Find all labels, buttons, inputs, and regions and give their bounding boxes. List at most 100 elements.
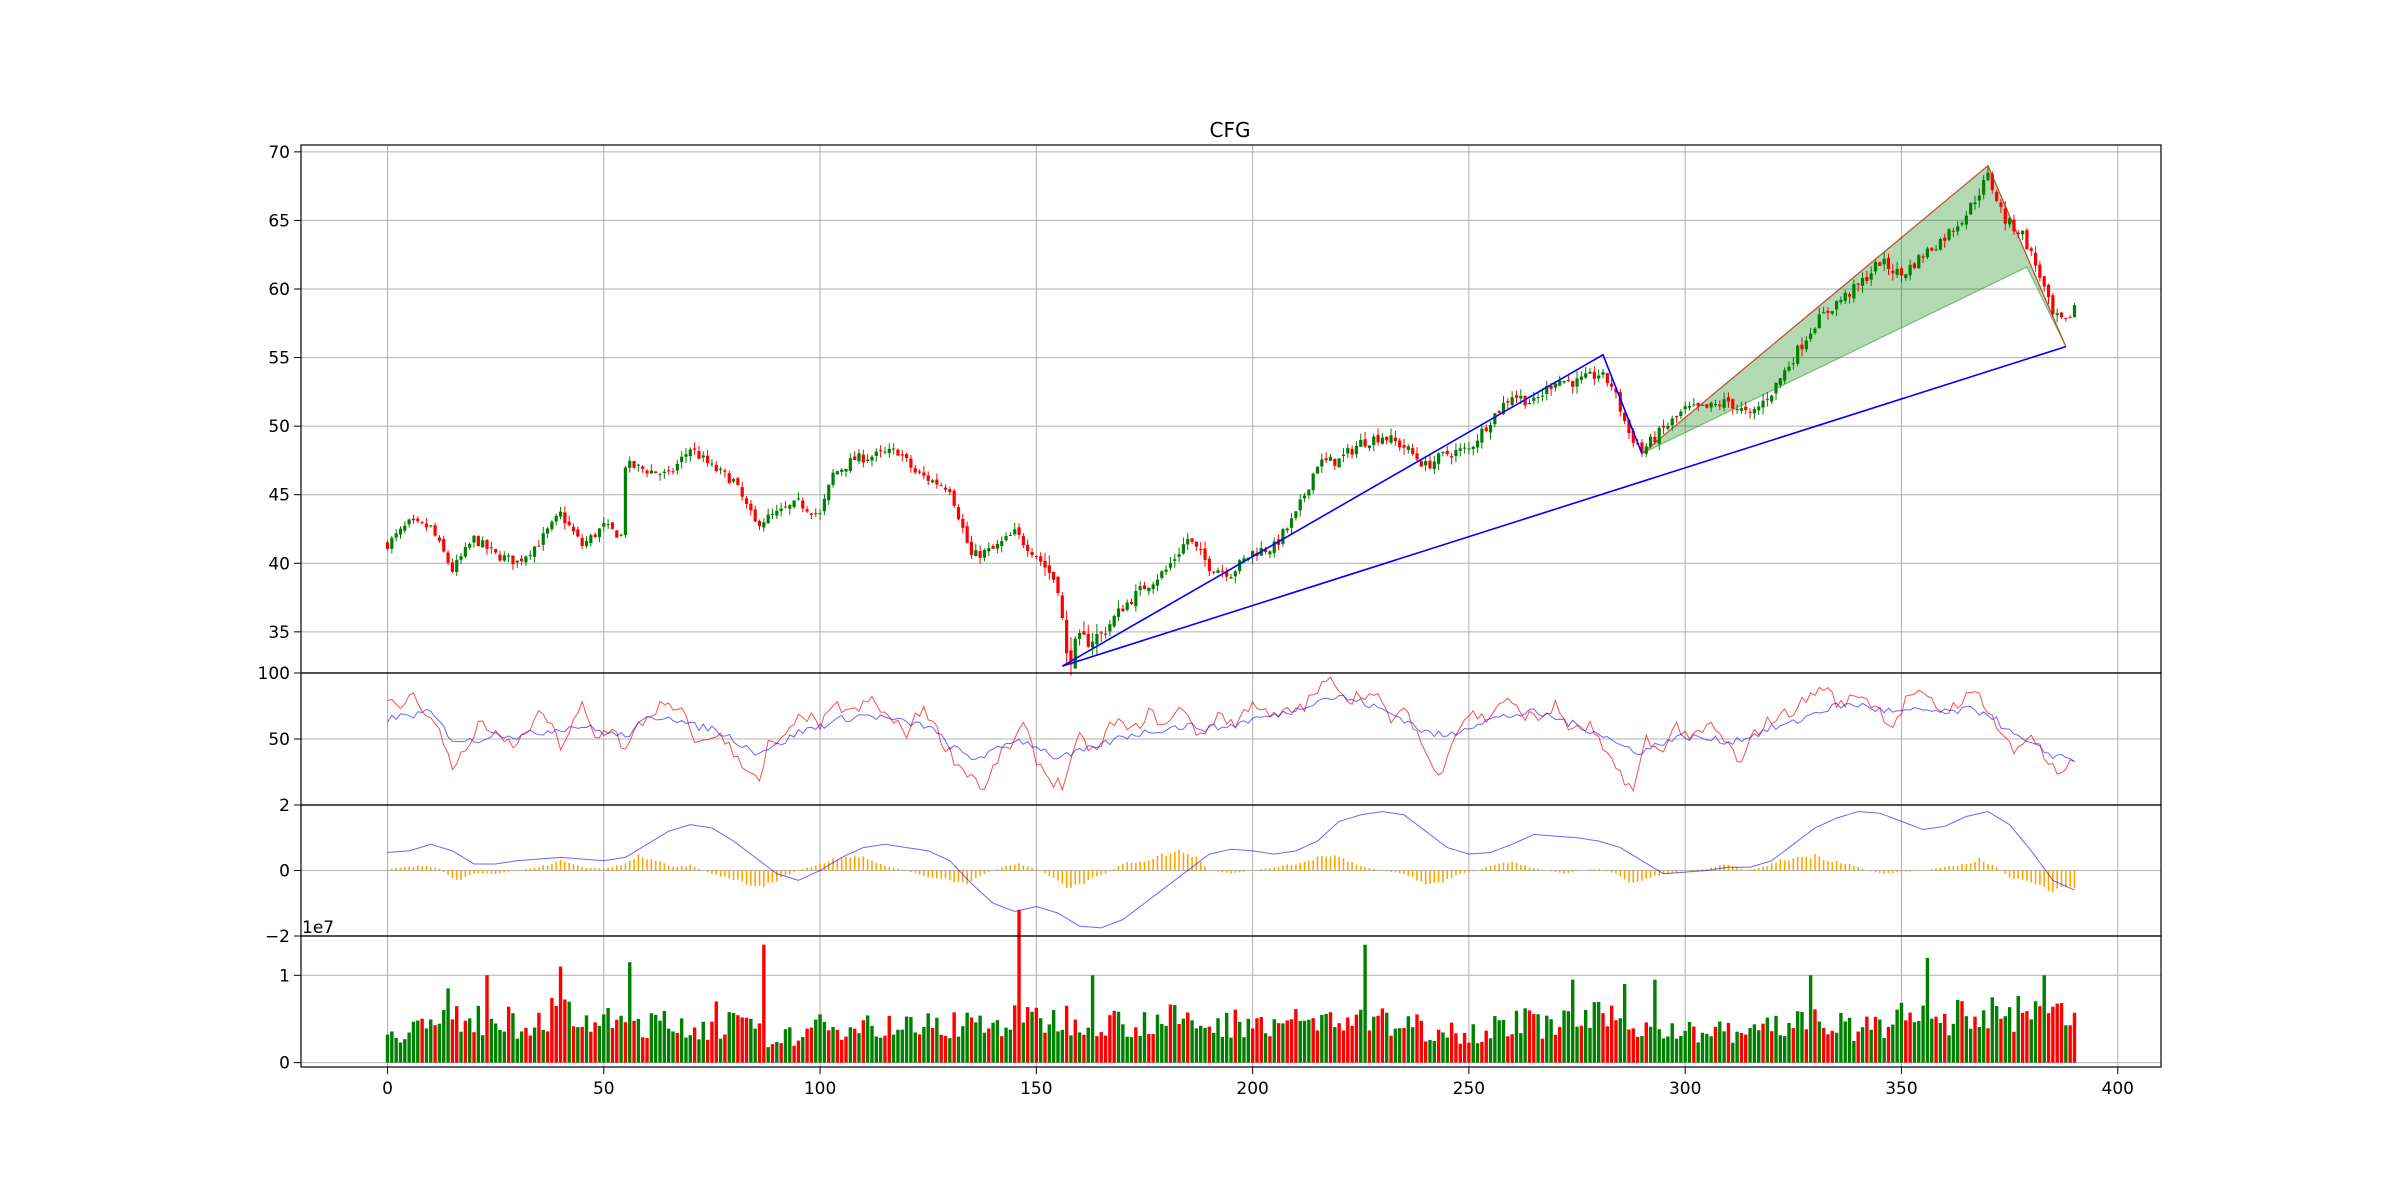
volume-bar <box>1147 1034 1151 1063</box>
candlestick <box>1333 458 1337 471</box>
volume-bar <box>1726 1022 1731 1063</box>
volume-bar <box>385 1034 390 1063</box>
volume-bar <box>1692 1026 1696 1063</box>
volume-bar <box>705 1039 710 1063</box>
candle-body <box>1065 619 1069 654</box>
candlestick <box>645 468 649 478</box>
candle-body <box>2020 230 2025 235</box>
candle-body <box>1705 404 1709 408</box>
volume-bar <box>2068 1025 2072 1063</box>
volume-bar <box>1242 1037 1246 1063</box>
volume-bar <box>1873 1016 1878 1063</box>
volume-bar <box>1211 1032 1216 1063</box>
volume-bar <box>952 1012 956 1063</box>
candlestick <box>1389 428 1393 445</box>
candlestick <box>628 456 632 473</box>
candlestick <box>1350 445 1354 459</box>
candle-body <box>1432 461 1436 470</box>
panel-frame-volume <box>300 935 2162 1068</box>
candlestick <box>1004 532 1008 542</box>
volume-bar <box>731 1013 736 1063</box>
candlestick <box>930 478 935 484</box>
candle-body <box>1631 431 1635 444</box>
candlestick <box>563 506 567 530</box>
candle-body <box>1363 439 1367 447</box>
volume-bar <box>1073 1019 1077 1063</box>
volume-bar <box>1908 1012 1912 1063</box>
volume-bar <box>857 1033 861 1063</box>
volume-bar <box>554 1005 558 1063</box>
candlestick <box>853 451 857 461</box>
candle-body <box>1904 274 1908 278</box>
volume-bar <box>1588 1027 1592 1063</box>
volume-bar <box>1164 1025 1168 1063</box>
candle-body <box>1553 383 1558 388</box>
candle-body <box>1982 180 1986 195</box>
candle-body <box>969 541 974 556</box>
candlestick <box>610 522 615 530</box>
candle-body <box>2055 313 2059 316</box>
volume-bar <box>749 1018 753 1063</box>
candle-body <box>870 456 874 461</box>
volume-bar <box>658 1020 662 1063</box>
candlestick <box>1610 377 1614 391</box>
volume-bar <box>974 1022 978 1063</box>
candlestick <box>840 468 844 477</box>
candlestick <box>1731 398 1735 415</box>
volume-bar <box>1436 1029 1441 1063</box>
volume-bar <box>922 1026 926 1063</box>
volume-bar <box>580 1026 584 1063</box>
volume-bar <box>1795 1011 1800 1063</box>
volume-bar <box>1454 1033 1458 1063</box>
volume-bar <box>1605 1026 1610 1063</box>
candlestick <box>1761 393 1765 415</box>
candlestick <box>1830 310 1834 316</box>
candlestick <box>1990 171 1994 194</box>
volume-bar <box>1367 1030 1372 1063</box>
volume-bar <box>900 1029 904 1063</box>
volume-bar <box>1229 1037 1233 1063</box>
tick-label-layer: 0 50 100 150 200 250 300 350 4003540455055606570… <box>258 143 2134 1099</box>
candlestick <box>1847 292 1852 304</box>
candle-body <box>1173 559 1177 561</box>
candle-body <box>1826 310 1830 313</box>
candlestick <box>1791 357 1795 370</box>
candle-body <box>835 471 839 475</box>
candlestick <box>1216 567 1220 574</box>
candlestick <box>1895 261 1899 279</box>
candle-body <box>701 455 705 458</box>
volume-bar <box>1765 1017 1770 1063</box>
volume-bar <box>1878 1019 1882 1063</box>
candle-body <box>1739 408 1744 411</box>
candle-body <box>1168 563 1173 568</box>
candlestick <box>1601 368 1605 379</box>
volume-bar <box>1402 1028 1406 1063</box>
candle-body <box>961 518 965 528</box>
candle-body <box>1562 381 1566 383</box>
candle-body <box>1860 278 1865 286</box>
volume-bar <box>433 1025 437 1063</box>
volume-bar <box>1034 1007 1039 1063</box>
volume-bar <box>2064 1025 2068 1063</box>
pattern-leg <box>1641 164 2067 455</box>
volume-bar <box>653 1014 658 1063</box>
volume-bar <box>1004 1027 1008 1063</box>
candlestick <box>1229 574 1233 579</box>
volume-bar <box>1458 1043 1462 1063</box>
candle-body <box>1934 249 1938 251</box>
volume-bar <box>1644 1022 1648 1063</box>
candlestick <box>731 477 736 483</box>
candlestick <box>1103 626 1108 639</box>
candle-body <box>822 498 826 512</box>
candle-body <box>502 555 506 561</box>
candle-body <box>853 456 857 461</box>
candlestick <box>1026 539 1030 557</box>
candlestick <box>693 442 697 455</box>
volume-bar <box>1666 1036 1670 1063</box>
candlestick <box>498 550 502 563</box>
candlestick <box>688 447 692 462</box>
candle-body <box>485 539 489 549</box>
candle-body <box>1471 446 1475 450</box>
candle-body <box>688 449 692 457</box>
candle-body <box>900 454 904 456</box>
